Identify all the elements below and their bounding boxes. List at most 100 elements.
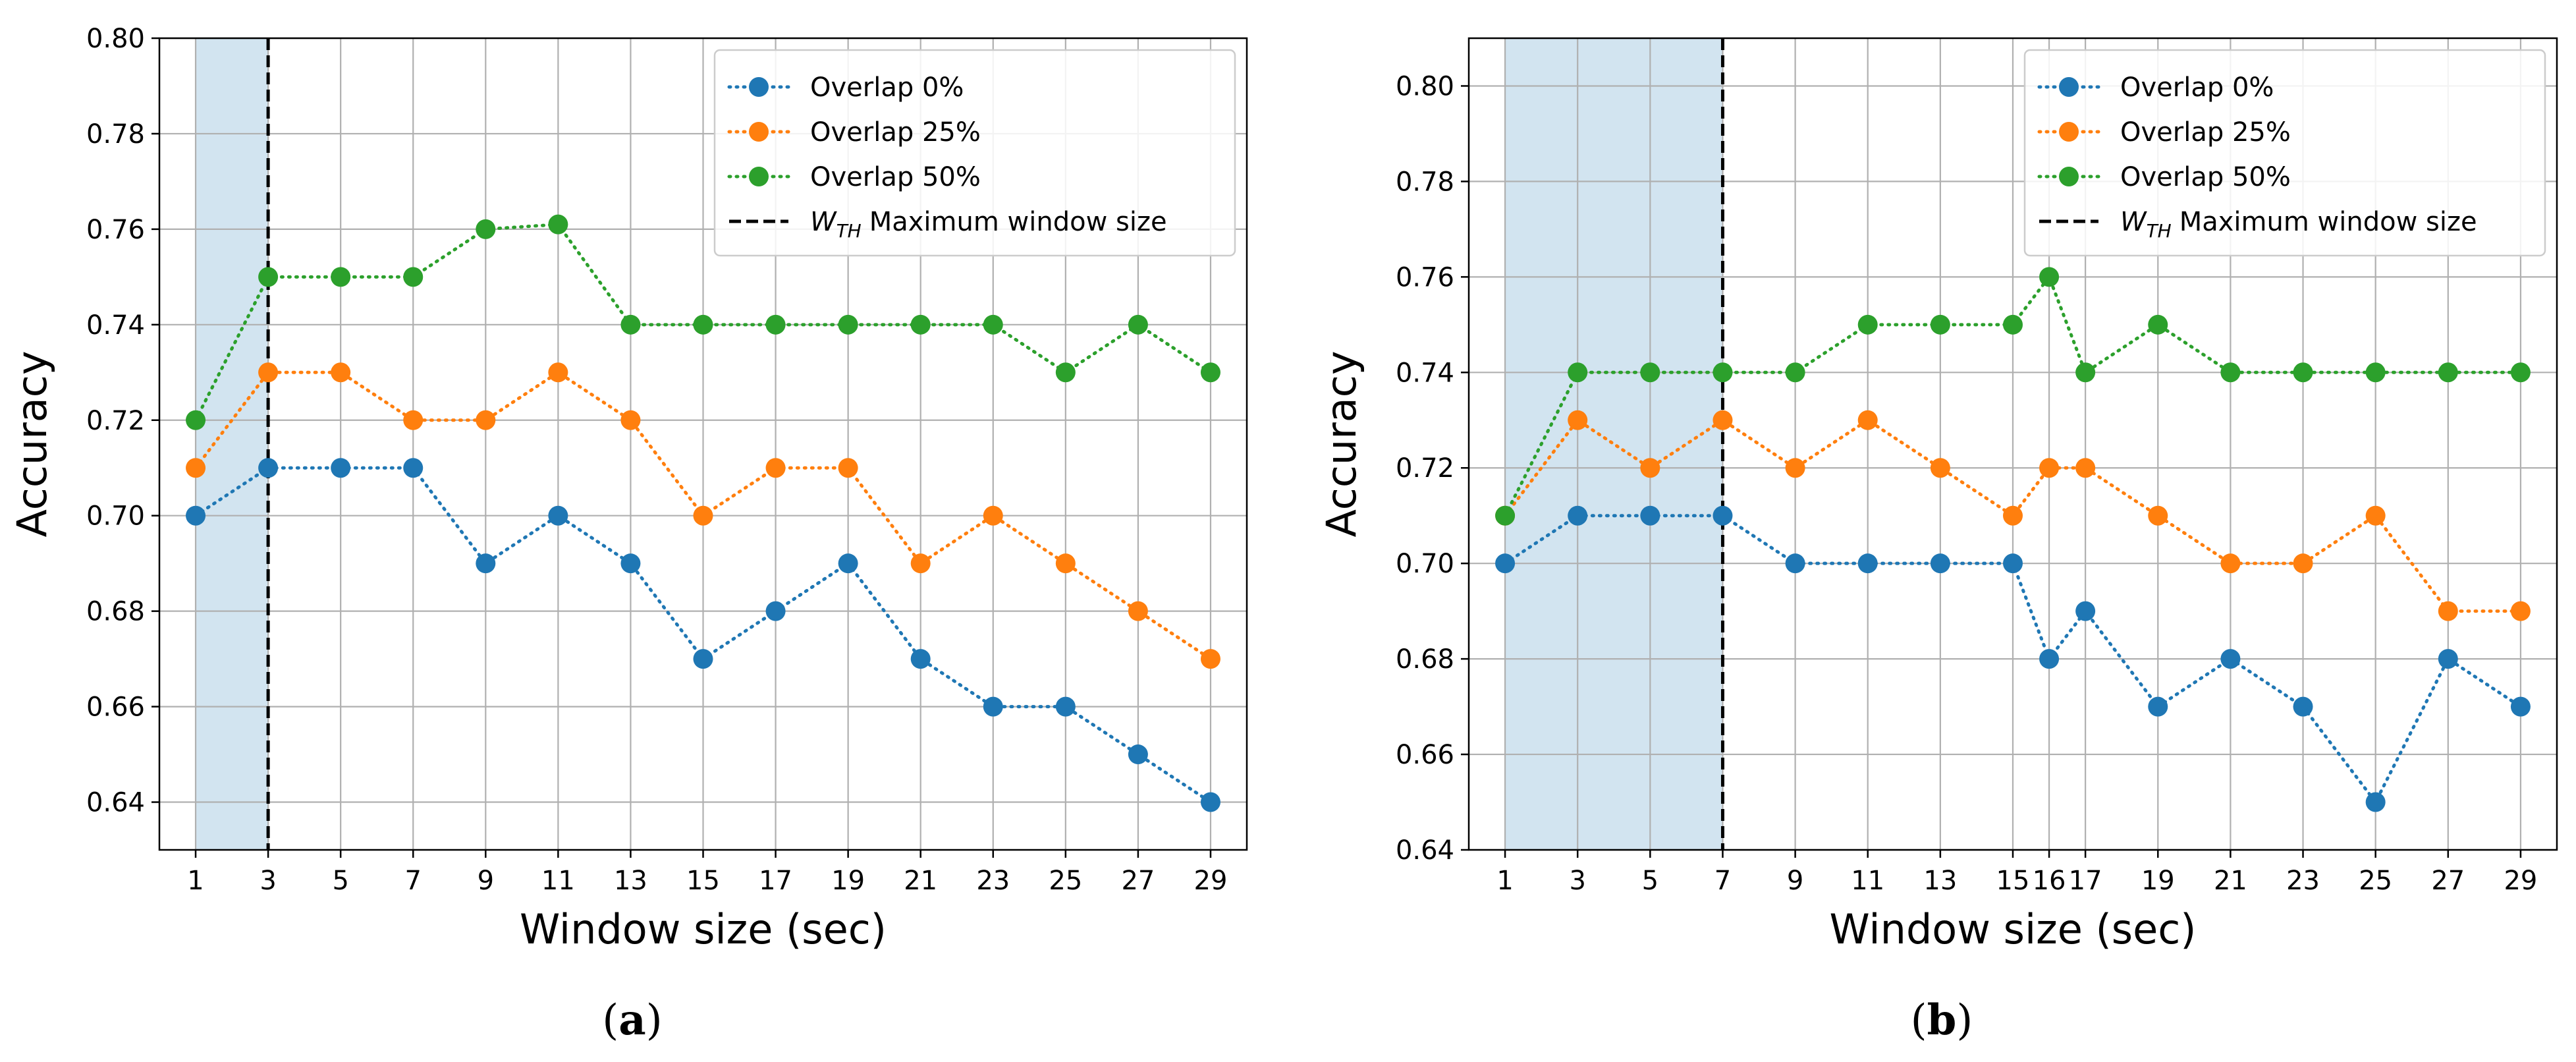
series-overlap-0- [1495, 505, 2531, 812]
data-point [1713, 505, 1733, 526]
y-tick-label: 0.80 [1396, 71, 1454, 101]
y-tick-label: 0.74 [1396, 358, 1454, 388]
data-point [1640, 505, 1660, 526]
data-point [1713, 410, 1733, 430]
data-point [983, 696, 1003, 717]
data-point [403, 458, 424, 478]
data-point [1930, 458, 1950, 478]
x-tick-label: 7 [1714, 866, 1731, 896]
data-point [620, 410, 641, 430]
y-tick-label: 0.70 [86, 501, 145, 532]
data-point [2148, 314, 2168, 335]
x-tick-label: 23 [2286, 866, 2320, 896]
x-axis-label: Window size (sec) [1829, 905, 2196, 953]
x-tick-label: 27 [1121, 866, 1155, 896]
data-point [2039, 458, 2060, 478]
data-point [331, 458, 351, 478]
data-point [2003, 505, 2023, 526]
legend-marker [749, 167, 769, 186]
legend-marker [2059, 122, 2079, 142]
data-point [765, 601, 786, 621]
data-point [1495, 505, 1516, 526]
series-overlap-50- [1495, 267, 2531, 526]
data-point [693, 505, 713, 526]
data-point [476, 219, 496, 239]
data-point [476, 410, 496, 430]
y-axis-label: Accuracy [8, 350, 56, 537]
x-tick-label: 9 [1787, 866, 1803, 896]
x-tick-label: 11 [541, 866, 575, 896]
x-tick-label: 17 [759, 866, 792, 896]
y-tick-label: 0.78 [86, 119, 145, 150]
data-point [1857, 553, 1878, 574]
data-point [2220, 649, 2241, 669]
y-tick-label: 0.80 [86, 24, 145, 54]
data-point [1128, 744, 1148, 765]
y-tick-label: 0.76 [1396, 262, 1454, 293]
data-point [186, 410, 206, 430]
data-point [2293, 362, 2313, 383]
legend-symbol: W [2120, 207, 2147, 237]
data-point [983, 314, 1003, 335]
y-tick-label: 0.64 [1396, 835, 1454, 866]
x-tick-label: 16 [2033, 866, 2066, 896]
data-point [2365, 792, 2386, 812]
y-tick-label: 0.68 [1396, 644, 1454, 675]
data-point [2510, 362, 2531, 383]
data-point [548, 362, 568, 383]
data-point [2510, 696, 2531, 717]
y-tick-label: 0.78 [1396, 167, 1454, 197]
x-tick-label: 25 [1049, 866, 1082, 896]
y-axis-label: Accuracy [1317, 350, 1365, 537]
data-point [620, 553, 641, 574]
data-point [2075, 362, 2096, 383]
data-point [2438, 601, 2458, 621]
shaded-region [1505, 38, 1723, 850]
x-tick-label: 3 [260, 866, 276, 896]
data-point [1785, 362, 1805, 383]
legend-label: Overlap 50% [810, 162, 981, 192]
y-tick-label: 0.68 [86, 597, 145, 627]
data-point [620, 314, 641, 335]
data-point [258, 362, 279, 383]
shaded-region [196, 38, 269, 850]
data-point [476, 553, 496, 574]
data-point [765, 458, 786, 478]
data-point [1930, 553, 1950, 574]
data-point [2039, 649, 2060, 669]
x-tick-label: 19 [831, 866, 865, 896]
legend-marker [2059, 77, 2079, 97]
data-point [1930, 314, 1950, 335]
data-point [548, 505, 568, 526]
legend-threshold-text: Maximum window size [2179, 207, 2477, 237]
data-point [1200, 362, 1220, 383]
data-point [693, 314, 713, 335]
data-point [2438, 649, 2458, 669]
panel-label: (b) [1911, 995, 1973, 1045]
chart-b: 1 3 5 7 9 11 13 15 16 17 19 21 23 25 27 290.640.660.680… [1317, 37, 2558, 1045]
x-tick-label: 15 [686, 866, 720, 896]
data-point [1128, 314, 1148, 335]
legend-marker [749, 77, 769, 97]
data-point [1055, 696, 1076, 717]
data-point [983, 505, 1003, 526]
legend-label: Overlap 0% [810, 72, 964, 103]
data-point [1640, 362, 1660, 383]
x-tick-label: 1 [187, 866, 204, 896]
x-tick-label: 9 [478, 866, 494, 896]
series-line [1503, 273, 2523, 518]
x-tick-label: 5 [1642, 866, 1658, 896]
data-point [1495, 553, 1516, 574]
series-overlap-0- [186, 458, 1220, 812]
y-tick-label: 0.74 [86, 310, 145, 341]
y-tick-label: 0.70 [1396, 549, 1454, 579]
series-overlap-50- [186, 214, 1220, 430]
x-tick-label: 19 [2141, 866, 2175, 896]
y-tick-label: 0.64 [86, 788, 145, 818]
legend-label: WTH Maximum window size [2120, 207, 2477, 242]
data-point [910, 553, 931, 574]
data-point [1785, 553, 1805, 574]
panel-letter: a [618, 995, 645, 1045]
data-point [548, 214, 568, 235]
x-tick-label: 23 [976, 866, 1010, 896]
